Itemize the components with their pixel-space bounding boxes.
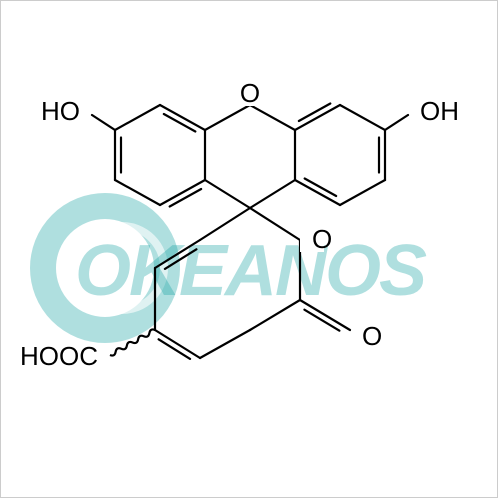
atom-label: O (312, 224, 332, 254)
watermark: OKEANOS (43, 206, 427, 330)
atom-label: HO (41, 96, 80, 126)
molecule-diagram: OKEANOS OHOOHOOHOOC (0, 0, 500, 500)
atom-label: HOOC (20, 341, 98, 371)
atom-label: O (362, 321, 382, 351)
svg-text:OKEANOS: OKEANOS (75, 231, 427, 311)
atom-label: O (240, 78, 260, 108)
atom-label: OH (420, 96, 459, 126)
